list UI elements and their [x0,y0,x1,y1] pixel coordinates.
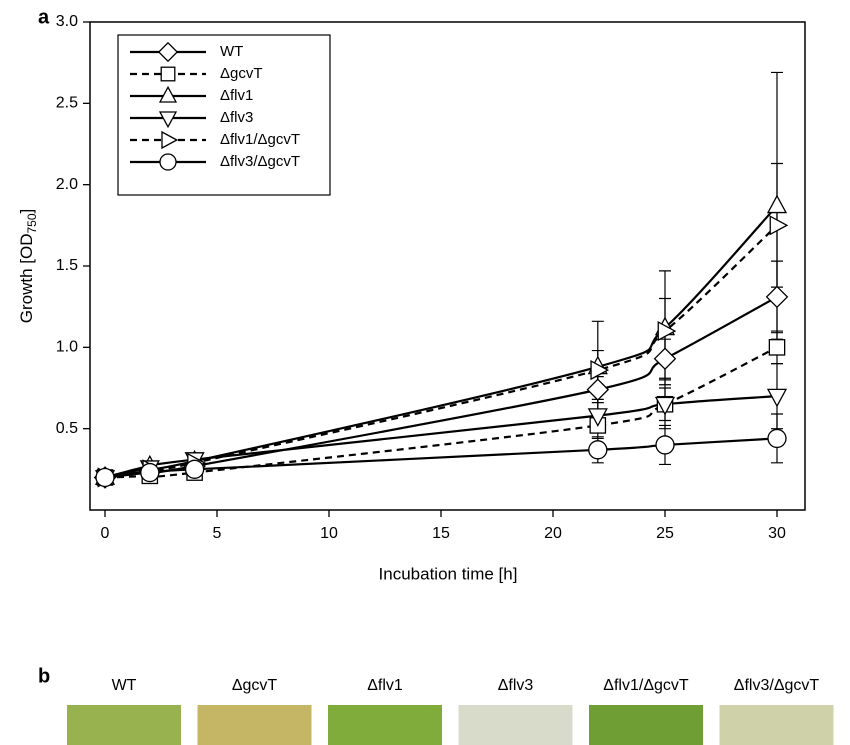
y-tick-label: 1.0 [56,339,78,356]
legend-label: WT [220,43,243,60]
swatch [197,705,312,745]
marker [590,360,610,381]
swatch-label: Δflv1 [367,677,403,694]
x-tick-label: 10 [320,525,338,542]
panel-label: a [38,6,50,28]
marker [140,462,160,483]
y-tick-label: 2.5 [56,95,78,112]
marker [160,66,176,82]
marker [653,347,677,370]
marker [158,85,178,103]
swatch-label: Δflv1/ΔgcvT [603,677,689,694]
marker [768,339,786,356]
series-line [104,295,778,479]
marker [767,428,787,449]
legend-label: Δflv3 [220,109,253,126]
x-tick-label: 15 [432,525,450,542]
legend-label: Δflv1 [220,87,253,104]
swatch-label: Δflv3/ΔgcvT [734,677,820,694]
marker [161,130,179,150]
swatch [67,705,181,745]
y-axis-title: Growth [OD750] [17,209,39,324]
marker [586,378,610,401]
swatch [328,705,442,745]
y-tick-label: 0.5 [56,420,78,437]
swatch [458,705,573,745]
swatch-label: Δflv3 [498,677,534,694]
marker [655,435,675,455]
marker [587,408,608,427]
y-tick-label: 2.0 [56,176,78,193]
marker [157,41,179,63]
x-tick-label: 30 [768,525,786,542]
legend-box [117,34,331,196]
x-tick-label: 25 [656,525,674,542]
marker [769,215,789,236]
marker [95,467,115,488]
marker [184,459,205,479]
y-tick-label: 3.0 [56,13,78,30]
y-tick-label: 1.5 [56,257,78,274]
series-line [104,205,778,479]
legend-label: Δflv1/ΔgcvT [220,131,300,148]
marker [765,285,789,309]
marker [158,111,178,129]
swatch-label: ΔgcvT [232,677,278,694]
marker [588,440,608,460]
panel-label: b [38,665,50,687]
marker [657,320,677,342]
marker [766,388,788,408]
x-axis-title: Incubation time [h] [379,564,518,583]
marker [159,153,177,171]
marker [766,194,788,214]
legend-label: ΔgcvT [220,65,263,82]
x-tick-label: 5 [213,525,222,542]
x-tick-label: 0 [101,525,110,542]
marker [654,396,676,416]
swatch [719,705,834,745]
x-tick-label: 20 [544,525,562,542]
series-line [104,224,778,479]
legend-label: Δflv3/ΔgcvT [220,153,300,170]
swatch [589,705,703,745]
swatch-label: WT [112,677,137,694]
